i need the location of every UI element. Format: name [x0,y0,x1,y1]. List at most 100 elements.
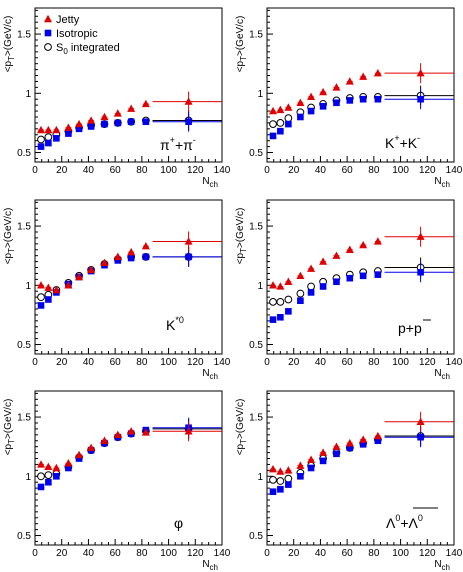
y-tick-label: 1.5 [249,413,263,424]
data-point [45,139,52,147]
data-point [100,436,109,444]
x-tick-label: 140 [446,357,463,368]
x-tick-label: 40 [315,357,327,368]
y-axis-title: <pT>(GeV/c) [3,399,16,456]
data-point [87,443,96,452]
y-axis-title-rest: >(GeV/c) [235,208,246,248]
data-point [127,104,136,112]
data-point [269,120,277,128]
legend: Jetty Isotropic S0 integrated [44,14,120,56]
y-tick-label: 1 [25,89,31,100]
x-axis-title-sub: ch [210,563,218,572]
particle-label-part: K [385,135,395,151]
data-point [284,466,293,474]
series-s0 [269,85,454,128]
data-point [127,247,136,256]
data-point [87,116,96,124]
y-tick-label: 1 [257,472,263,483]
y-axis-title-main: <p [3,252,14,264]
x-tick-label: 60 [110,357,122,368]
data-point [346,274,354,282]
data-point [75,455,83,462]
data-point [44,125,53,134]
data-point [113,109,122,117]
x-tick-label: 40 [83,357,95,368]
data-point [113,430,122,439]
data-point [100,258,109,266]
x-tick-label: 60 [342,357,354,368]
data-point [359,95,367,103]
data-point [64,281,73,289]
data-point [277,313,284,321]
data-point [37,302,45,309]
x-tick-label: 80 [368,548,380,559]
particle-label-part: K [166,317,176,333]
data-point [142,253,150,261]
data-point [285,308,292,315]
data-point [359,240,368,249]
panel-6: 0 20 40 60 80 100 120 1400.511.5<pT>(GeV/c)NchΛ… [235,390,463,572]
series-isotropic [37,246,222,309]
data-point-high [184,97,193,105]
data-point [52,285,61,294]
x-tick-label: 60 [342,165,354,176]
data-point [333,278,340,286]
plot-frame [34,390,223,546]
data-point [269,297,277,306]
panel-2: 0 20 40 60 80 100 120 1400.511.5<pT>(GeV/c)NchK… [235,7,463,189]
y-axis-title-rest: >(GeV/c) [3,399,14,439]
data-point [307,455,316,463]
y-axis-title: <pT>(GeV/c) [235,16,248,73]
legend-s0-base: S [56,42,63,54]
y-tick-label: 1.5 [17,222,31,233]
x-tick-label: 60 [342,548,354,559]
data-point [319,103,327,110]
data-point [359,441,367,448]
data-point [37,460,46,468]
data-point-high [416,417,425,425]
data-point [141,99,150,108]
x-axis-title-sub: ch [442,563,450,572]
legend-marker-jetty [44,14,52,23]
data-point [114,119,122,127]
x-tick-label: 20 [288,357,300,368]
data-point [276,467,285,475]
legend-label-isotropic: Isotropic [56,28,98,40]
data-point [307,282,315,291]
data-point-high [184,427,193,435]
data-point [319,448,328,456]
data-point [284,474,293,483]
data-point [359,72,368,80]
data-point [345,77,354,85]
data-point [269,464,278,473]
x-tick-label: 40 [83,548,95,559]
legend-s0-rest: integrated [68,42,120,54]
data-point [359,435,368,443]
data-point [297,297,304,304]
y-axis-title-rest: >(GeV/c) [235,16,246,56]
y-axis-title: <pT>(GeV/c) [3,16,16,73]
x-tick-label: 80 [136,165,148,176]
data-point [284,277,293,285]
data-point [307,92,316,101]
data-point [297,113,304,121]
x-axis-title: Nch [434,368,450,381]
data-point [319,257,328,265]
data-point [269,316,277,323]
x-tick-label: 80 [368,165,380,176]
y-tick-label: 1 [25,281,31,292]
data-point [284,114,293,123]
particle-label-part: +π [175,137,193,153]
x-tick-label: 120 [419,357,436,368]
data-point [269,106,278,115]
x-tick-label: 140 [214,548,231,559]
x-tick-label: 80 [136,548,148,559]
data-point [127,118,135,126]
y-axis-title-sub: T [7,248,16,253]
data-point [374,437,382,445]
data-point [277,127,284,135]
data-point [269,281,278,289]
y-tick-label: 0.5 [249,148,263,159]
y-axis-title-main: <p [235,60,246,72]
